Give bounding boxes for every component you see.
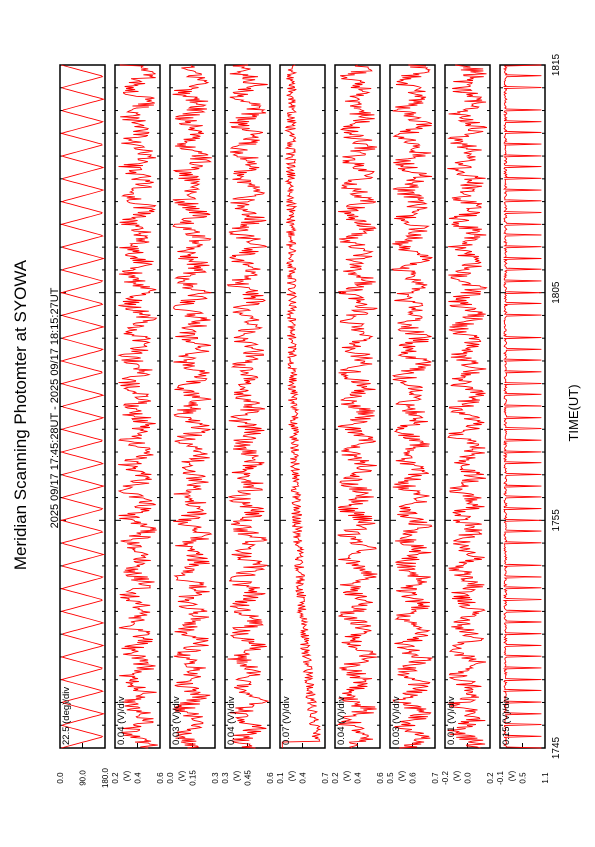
y-tick-label: 0.7 bbox=[431, 772, 440, 784]
series-line bbox=[281, 64, 322, 748]
y-tick-label: 0.2 bbox=[331, 772, 340, 784]
panel-9: 0.15 (V)/div -0.1 0.5 1.1 (V) bbox=[496, 64, 550, 785]
y-tick-label: 0.6 bbox=[409, 772, 418, 784]
y-tick-label: 0.0 bbox=[464, 772, 473, 784]
y-unit-label: (V) bbox=[397, 770, 406, 781]
panel-scale-label: 0.15 (V)/div bbox=[501, 696, 512, 745]
y-tick-label: 0.4 bbox=[354, 772, 363, 784]
chart-title: Meridian Scanning Photomter at SYOWA bbox=[11, 259, 30, 570]
y-tick-label: 0.4 bbox=[299, 772, 308, 784]
panel-scale-label: 0.03 (V)/div bbox=[171, 696, 182, 745]
y-tick-label: 0.2 bbox=[111, 772, 120, 784]
x-tick-label: 1755 bbox=[551, 509, 562, 532]
y-tick-label: 0.0 bbox=[166, 772, 175, 784]
y-tick-label: 0.45 bbox=[244, 770, 253, 786]
y-unit-label: (V) bbox=[232, 770, 241, 781]
panel-scale-label: 0.07 (V)/div bbox=[281, 696, 292, 745]
x-axis-label: TIME(UT) bbox=[566, 384, 581, 441]
panel-3: 0.03 (V)/div 0.0 0.15 0.3 (V) bbox=[166, 64, 220, 786]
panel-5: 0.07 (V)/div 0.1 0.4 0.7 (V) bbox=[276, 64, 330, 784]
y-unit-label: (V) bbox=[287, 770, 296, 781]
panel-2: 0.04 (V)/div 0.2 0.4 0.6 (V) bbox=[111, 64, 165, 784]
panel-scale-label: 22.5 (deg)/div bbox=[61, 687, 72, 745]
y-tick-label: 0.6 bbox=[266, 772, 275, 784]
y-tick-label: 0.15 bbox=[189, 770, 198, 786]
y-tick-label: 0.2 bbox=[486, 772, 495, 784]
x-tick-label: 1745 bbox=[551, 736, 562, 759]
panel-scale-label: 0.04 (V)/div bbox=[336, 696, 347, 745]
y-tick-label: 0.0 bbox=[56, 772, 65, 784]
y-tick-label: 0.5 bbox=[386, 772, 395, 784]
y-unit-label: (V) bbox=[177, 770, 186, 781]
x-tick-label: 1805 bbox=[551, 281, 562, 304]
y-tick-label: 90.0 bbox=[79, 770, 88, 786]
panel-8: 0.01 (V)/div -0.2 0.0 0.2 (V) bbox=[441, 64, 495, 785]
series-line bbox=[502, 64, 542, 749]
series-line bbox=[172, 65, 213, 749]
series-line bbox=[226, 64, 270, 749]
panel-1: 22.5 (deg)/div 0.0 90.0 180.0 bbox=[56, 64, 110, 788]
y-tick-label: 0.5 bbox=[519, 772, 528, 784]
y-tick-label: 0.6 bbox=[376, 772, 385, 784]
y-tick-label: 0.7 bbox=[321, 772, 330, 784]
panel-4: 0.04 (V)/div 0.3 0.45 0.6 (V) bbox=[221, 64, 275, 786]
panel-6: 0.04 (V)/div 0.2 0.4 0.6 (V) bbox=[331, 64, 385, 784]
x-tick-label: 1815 bbox=[551, 53, 562, 76]
series-line bbox=[336, 64, 378, 749]
y-tick-label: 180.0 bbox=[101, 767, 110, 788]
series-line bbox=[447, 64, 488, 749]
y-tick-label: 1.1 bbox=[541, 772, 550, 784]
panel-scale-label: 0.01 (V)/div bbox=[446, 696, 457, 745]
y-tick-label: 0.6 bbox=[156, 772, 165, 784]
panel-7: 0.03 (V)/div 0.5 0.6 0.7 (V) bbox=[386, 64, 440, 784]
y-unit-label: (V) bbox=[507, 770, 516, 781]
panel-scale-label: 0.04 (V)/div bbox=[116, 696, 127, 745]
panel-scale-label: 0.03 (V)/div bbox=[391, 696, 402, 745]
panel-scale-label: 0.04 (V)/div bbox=[226, 696, 237, 745]
y-tick-label: 0.1 bbox=[276, 772, 285, 784]
x-tick-labels: 1745 1755 1805 1815 bbox=[551, 53, 562, 759]
y-tick-label: -0.2 bbox=[441, 771, 450, 785]
y-tick-label: 0.4 bbox=[134, 772, 143, 784]
series-line bbox=[391, 64, 433, 749]
y-tick-label: 0.3 bbox=[211, 772, 220, 784]
y-tick-label: -0.1 bbox=[496, 771, 505, 785]
series-line bbox=[59, 64, 106, 749]
y-tick-label: 0.3 bbox=[221, 772, 230, 784]
time-range-label: 2025 09/17 17:45:28UT - 2025 09/17 18:15… bbox=[49, 287, 61, 528]
y-unit-label: (V) bbox=[342, 770, 351, 781]
series-line bbox=[117, 64, 158, 749]
y-unit-label: (V) bbox=[122, 770, 131, 781]
y-unit-label: (V) bbox=[452, 770, 461, 781]
